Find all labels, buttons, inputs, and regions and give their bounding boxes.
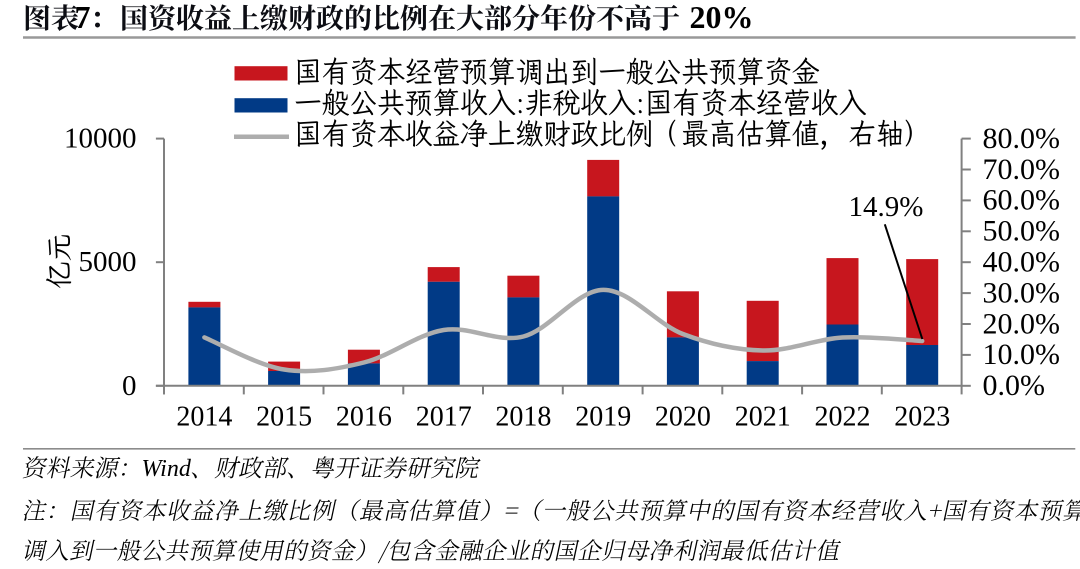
svg-text:0.0%: 0.0%: [983, 369, 1046, 402]
svg-text:2017: 2017: [416, 402, 472, 433]
svg-text:40.0%: 40.0%: [983, 246, 1061, 279]
svg-text:2023: 2023: [894, 402, 950, 433]
svg-text:80.0%: 80.0%: [983, 122, 1061, 155]
svg-text:0: 0: [122, 370, 137, 402]
svg-text:2020: 2020: [655, 402, 711, 433]
svg-text:14.9%: 14.9%: [849, 191, 924, 223]
svg-text:7: 7: [75, 0, 91, 35]
svg-text:2022: 2022: [815, 402, 871, 433]
svg-text:70.0%: 70.0%: [983, 153, 1061, 186]
svg-text:2018: 2018: [495, 402, 551, 433]
svg-text:10000: 10000: [64, 123, 137, 155]
svg-text:20%: 20%: [690, 0, 754, 35]
svg-text:60.0%: 60.0%: [983, 184, 1061, 217]
svg-text:5000: 5000: [79, 246, 137, 278]
svg-text:2014: 2014: [176, 402, 232, 433]
svg-text:2021: 2021: [735, 402, 791, 433]
svg-text:2015: 2015: [256, 402, 312, 433]
svg-text:Wind: Wind: [142, 456, 192, 482]
svg-text:2016: 2016: [336, 402, 392, 433]
svg-text:10.0%: 10.0%: [983, 338, 1061, 371]
svg-text:30.0%: 30.0%: [983, 276, 1061, 309]
svg-text:50.0%: 50.0%: [983, 215, 1061, 248]
svg-text:2019: 2019: [575, 402, 631, 433]
svg-text:20.0%: 20.0%: [983, 307, 1061, 340]
